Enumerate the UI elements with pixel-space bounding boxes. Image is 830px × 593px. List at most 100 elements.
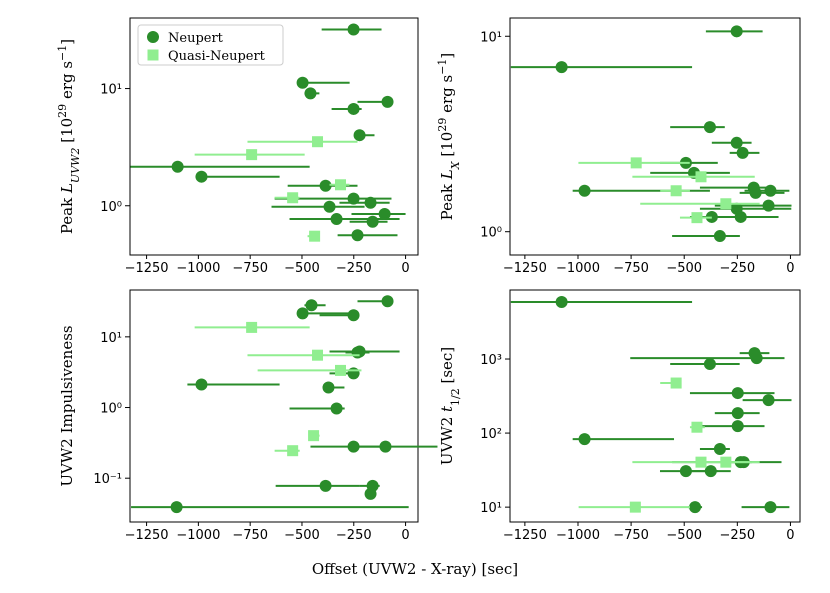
marker [670, 377, 682, 389]
x-tick-label: −750 [613, 528, 649, 543]
marker [308, 430, 320, 442]
x-tick-label: −1250 [503, 261, 547, 276]
marker [730, 136, 743, 149]
marker [691, 212, 703, 224]
marker [347, 367, 360, 380]
y-tick-label: 10¹ [480, 30, 502, 45]
y-axis-label-part: Peak [58, 193, 76, 234]
panel: −1250 −1000 −750 −500 −250 0 10¹ 10² 10³ UVW2 t1/… [438, 289, 801, 543]
marker [703, 358, 716, 371]
y-axis-label-part: [10 [438, 132, 456, 162]
y-axis-label-part: L [58, 183, 76, 194]
marker [731, 407, 744, 420]
plot-frame [509, 289, 801, 523]
y-tick-label: 10⁰ [100, 200, 122, 215]
y-axis-label-part: UVW2 [438, 412, 456, 465]
marker [762, 394, 775, 407]
y-tick-label: 10¹ [100, 331, 122, 346]
marker [713, 230, 726, 243]
legend-label: Neupert [168, 31, 224, 46]
y-axis-label-part: L [438, 169, 456, 180]
marker [750, 352, 763, 365]
y-axis-label-part: erg s [58, 61, 76, 104]
x-tick-label: 0 [401, 261, 409, 276]
marker [296, 76, 309, 89]
x-tick-label: −1000 [176, 261, 220, 276]
x-tick-label: −500 [284, 528, 320, 543]
y-axis-label-part: ] [438, 53, 456, 59]
x-tick-label: −250 [719, 261, 755, 276]
marker [335, 179, 347, 191]
legend-marker [147, 31, 159, 43]
marker [720, 198, 732, 210]
marker [379, 440, 392, 453]
x-tick-label: 0 [786, 528, 794, 543]
marker [704, 465, 717, 478]
marker [670, 185, 682, 197]
y-axis-label: UVW2 Impulsiveness [58, 325, 76, 486]
legend-box [137, 24, 284, 66]
y-axis-label: Peak LX [1029 erg s−1] [436, 53, 462, 221]
x-tick-label: −750 [232, 261, 268, 276]
y-axis-label-part: X [449, 160, 462, 170]
y-tick-label: 10¹ [100, 83, 122, 98]
marker [330, 213, 343, 226]
marker [287, 192, 299, 204]
y-axis-label-part: t [438, 405, 456, 412]
x-tick-label: −250 [719, 528, 755, 543]
marker [364, 196, 377, 209]
x-tick-label: −1250 [125, 528, 169, 543]
y-tick-label: 10¹ [480, 501, 502, 516]
marker [366, 215, 379, 228]
marker [347, 440, 360, 453]
marker [351, 346, 364, 359]
x-tick-label: −250 [336, 261, 372, 276]
marker [296, 307, 309, 320]
marker [319, 179, 332, 192]
marker [713, 442, 726, 455]
plot-frame [129, 17, 419, 256]
y-tick-label: 10² [480, 427, 502, 442]
marker [347, 309, 360, 322]
marker [322, 381, 335, 394]
marker [170, 501, 183, 514]
y-tick-label: 10⁰ [480, 226, 502, 241]
y-axis-label-part: [10 [58, 118, 76, 148]
marker [703, 121, 716, 134]
marker [731, 420, 744, 433]
marker [347, 192, 360, 205]
legend-marker [147, 49, 159, 61]
y-tick-label: 10⁻¹ [93, 472, 122, 487]
marker [309, 230, 321, 242]
marker [171, 160, 184, 173]
marker [695, 456, 707, 468]
marker [304, 87, 317, 100]
y-axis-label-part: 1/2 [449, 388, 462, 406]
marker [629, 501, 641, 513]
marker [353, 129, 366, 142]
marker [764, 501, 777, 514]
marker [731, 387, 744, 400]
plot-frame [129, 289, 419, 523]
y-axis-label-part: erg s [438, 75, 456, 118]
y-axis-label-part: −1 [436, 59, 449, 75]
y-axis-label-part: ] [58, 39, 76, 45]
x-tick-label: −250 [336, 528, 372, 543]
marker [378, 208, 391, 221]
marker [749, 186, 762, 199]
marker [351, 229, 364, 242]
marker [246, 149, 258, 161]
x-tick-label: −1000 [556, 261, 600, 276]
y-axis-label: UVW2 t1/2 [sec] [438, 347, 462, 465]
x-tick-label: −500 [284, 261, 320, 276]
marker [364, 487, 377, 500]
legend-label: Quasi-Neupert [168, 49, 266, 64]
marker [689, 501, 702, 514]
x-tick-label: −750 [232, 528, 268, 543]
x-tick-label: −1250 [503, 528, 547, 543]
x-axis-label: Offset (UVW2 - X-ray) [sec] [312, 560, 518, 578]
marker [578, 433, 591, 446]
marker [578, 184, 591, 197]
marker [195, 170, 208, 183]
